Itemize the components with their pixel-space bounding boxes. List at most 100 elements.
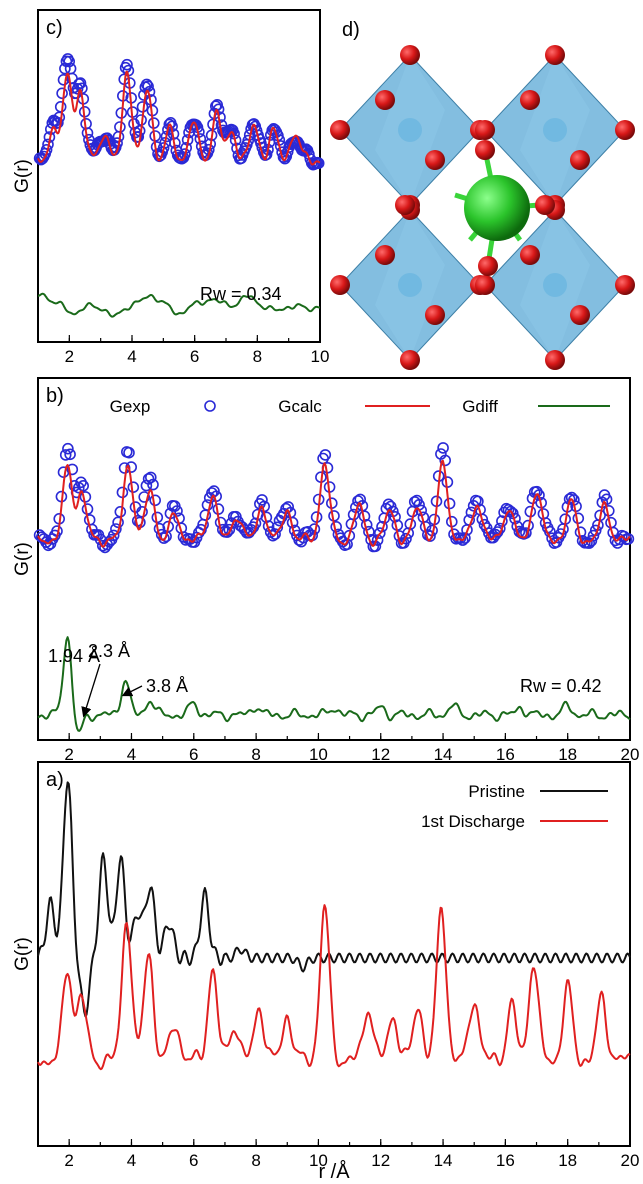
gexp-point — [74, 77, 87, 89]
x-tick-label: 8 — [253, 347, 262, 366]
x-axis-label: r /Å — [318, 1160, 350, 1183]
series-pristine-line — [37, 781, 631, 1018]
octahedron — [330, 45, 490, 215]
series-gdiff-line — [37, 636, 631, 732]
legend-label: 1st Discharge — [421, 812, 525, 831]
x-tick-label: 16 — [496, 745, 515, 764]
oxygen-atom — [545, 45, 565, 65]
oxygen-atom — [615, 275, 635, 295]
central-atom — [464, 175, 530, 241]
oxygen-atom — [520, 90, 540, 110]
gexp-point — [77, 479, 89, 492]
oxygen-atom — [375, 245, 395, 265]
gexp-point — [101, 132, 113, 144]
oxygen-atom — [425, 150, 445, 170]
x-tick-label: 14 — [434, 1151, 453, 1170]
x-tick-label: 18 — [558, 745, 577, 764]
octahedron — [330, 200, 490, 370]
oxygen-atom — [400, 350, 420, 370]
gexp-point — [439, 454, 452, 467]
x-tick-label: 2 — [65, 347, 74, 366]
metal-atom — [398, 273, 422, 297]
octahedron — [475, 200, 635, 370]
gexp-point — [59, 449, 72, 461]
gexp-point — [112, 130, 125, 143]
y-axis-label: G(r) — [12, 542, 33, 576]
series-discharge-line — [37, 904, 631, 1071]
peak-label-1-94: 1.94 Å — [48, 646, 100, 666]
gexp-point — [140, 78, 153, 91]
series-gcalc-line — [37, 459, 631, 548]
metal-atom — [543, 118, 567, 142]
rw-annotation: Rw = 0.34 — [200, 284, 282, 304]
gexp-point — [107, 529, 120, 542]
x-tick-label: 10 — [309, 745, 328, 764]
gexp-point — [132, 131, 145, 143]
x-tick-label: 2 — [64, 1151, 73, 1170]
legend-label: Gexp — [110, 397, 151, 416]
gexp-point — [437, 442, 449, 454]
oxygen-atom — [330, 275, 350, 295]
gexp-point — [57, 74, 70, 86]
x-tick-label: 10 — [311, 347, 330, 366]
x-tick-label: 20 — [621, 1151, 640, 1170]
panel-b-axes: 2 4 6 8 10 12 14 16 18 20 b) G(r) — [12, 377, 640, 764]
series-gdiff-line — [37, 292, 321, 318]
oxygen-atom — [475, 120, 495, 140]
gexp-point — [373, 527, 386, 539]
panel-label: a) — [46, 769, 64, 791]
panel-label: c) — [46, 17, 63, 39]
legend: Pristine 1st Discharge — [421, 782, 608, 831]
x-tick-label: 2 — [64, 745, 73, 764]
gexp-point — [64, 448, 76, 461]
metal-atom — [543, 273, 567, 297]
x-tick-label: 6 — [189, 1151, 198, 1170]
gexp-point — [63, 55, 75, 68]
gexp-point — [163, 118, 176, 131]
gexp-point — [71, 83, 84, 95]
gexp-point — [121, 58, 133, 71]
x-tick-label: 4 — [127, 1151, 136, 1170]
gexp-point — [171, 505, 183, 517]
metal-atom — [398, 118, 422, 142]
oxygen-atom — [570, 150, 590, 170]
gexp-point — [587, 529, 600, 542]
x-tick-label: 12 — [371, 745, 390, 764]
panel-a-axes: 2 4 6 8 10 12 14 16 18 20 a) G(r) — [12, 761, 640, 1170]
oxygen-atom — [330, 120, 350, 140]
gexp-point — [54, 101, 67, 113]
gexp-point — [138, 491, 150, 503]
x-tick-label: 6 — [189, 745, 198, 764]
panel-c-axes: 2 4 6 8 10 c) G(r) — [12, 9, 330, 366]
gexp-point — [223, 523, 236, 536]
panel-label: d) — [342, 19, 360, 41]
gexp-point — [319, 449, 332, 461]
oxygen-atom — [425, 305, 445, 325]
gexp-point — [343, 529, 356, 542]
arrow-2-3 — [81, 663, 101, 718]
gexp-point — [256, 494, 268, 506]
gexp-point — [572, 512, 585, 525]
gexp-point — [112, 516, 124, 529]
structure-panel-d: d) — [330, 19, 635, 370]
oxygen-atom — [520, 245, 540, 265]
arrow-3-8 — [121, 685, 143, 697]
octahedron — [475, 45, 635, 215]
y-axis-label: G(r) — [12, 937, 33, 971]
oxygen-atom — [375, 90, 395, 110]
x-tick-label: 10 — [309, 1151, 328, 1170]
gexp-point — [136, 505, 148, 518]
legend-label: Gdiff — [462, 397, 498, 416]
oxygen-atom — [478, 256, 498, 276]
x-tick-label: 4 — [127, 745, 136, 764]
gexp-point — [400, 532, 412, 545]
gexp-point — [66, 463, 79, 476]
x-tick-label: 6 — [190, 347, 199, 366]
x-tick-label: 20 — [621, 745, 640, 764]
legend-label: Pristine — [468, 782, 525, 801]
gexp-point — [459, 532, 471, 544]
gexp-point — [127, 481, 140, 494]
peak-label-3-8: 3.8 Å — [146, 676, 188, 696]
legend: Gexp Gcalc Gdiff — [110, 397, 610, 416]
